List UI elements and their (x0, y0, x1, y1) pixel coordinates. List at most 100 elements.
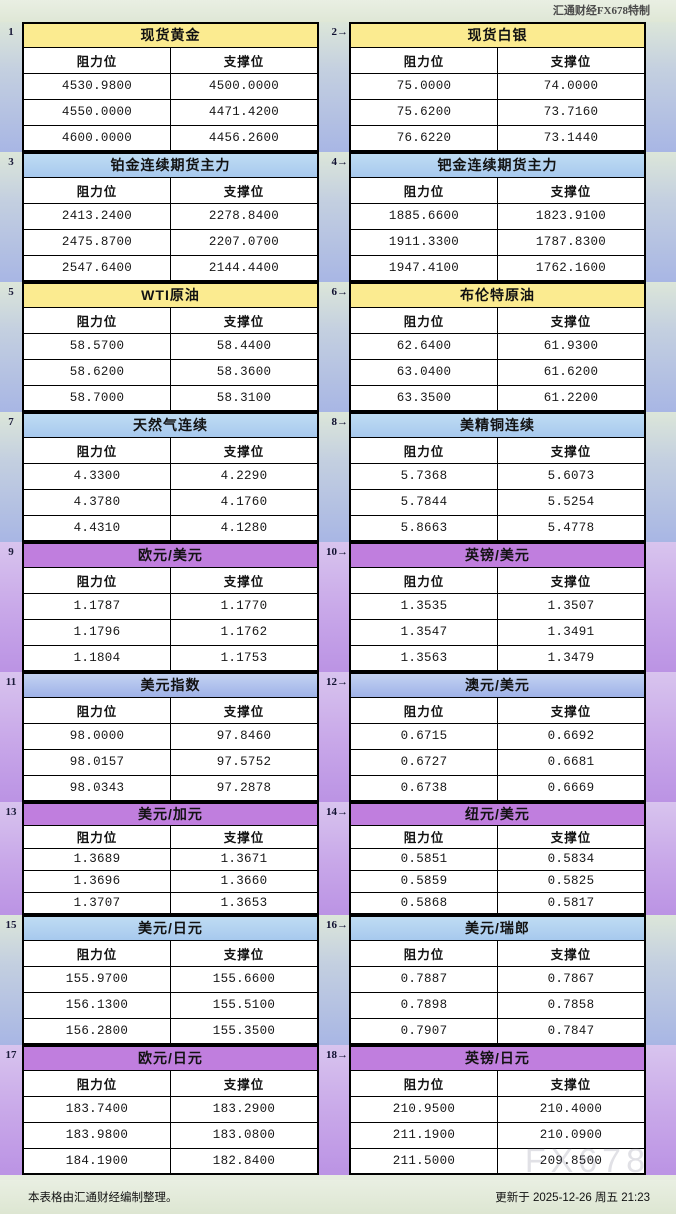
row-number-arrow: 4→ (331, 156, 349, 168)
resistance-value: 75.6200 (349, 98, 498, 126)
support-value: 1.3660 (170, 869, 319, 893)
row-number-gutter-right (646, 672, 676, 802)
support-column-header: 支撑位 (497, 939, 646, 967)
support-value: 0.7867 (497, 965, 646, 993)
support-column-header: 支撑位 (170, 696, 319, 724)
instrument-block: 15 美元/日元 阻力位 支撑位 155.9700 155.6600 156.1300 155… (0, 915, 676, 1045)
column-header-row: 阻力位 支撑位 (22, 939, 319, 967)
support-value: 2278.8400 (170, 202, 319, 230)
row-number-gutter-right (646, 1045, 676, 1175)
support-value: 0.6692 (497, 722, 646, 750)
support-value: 1.3653 (170, 891, 319, 915)
support-value: 1.3479 (497, 644, 646, 672)
support-value: 58.3600 (170, 358, 319, 386)
table-row: 98.0157 97.5752 (22, 748, 319, 776)
resistance-column-header: 阻力位 (349, 176, 498, 204)
resistance-value: 0.6715 (349, 722, 498, 750)
support-value: 0.7847 (497, 1017, 646, 1045)
support-value: 0.5834 (497, 847, 646, 871)
row-number-gutter-center: 4→ (319, 152, 349, 282)
instrument-block: 7 天然气连续 阻力位 支撑位 4.3300 4.2290 4.3780 4.1760 4.43… (0, 412, 676, 542)
left-instrument-title: 美元/日元 (22, 915, 319, 941)
table-row: 0.7887 0.7867 (349, 965, 646, 993)
support-column-header: 支撑位 (170, 46, 319, 74)
support-value: 155.3500 (170, 1017, 319, 1045)
resistance-value: 4.4310 (22, 514, 171, 542)
support-column-header: 支撑位 (497, 436, 646, 464)
left-instrument-title: 欧元/日元 (22, 1045, 319, 1071)
left-instrument-title: 天然气连续 (22, 412, 319, 438)
support-column-header: 支撑位 (170, 824, 319, 849)
support-value: 97.5752 (170, 748, 319, 776)
column-header-row: 阻力位 支撑位 (22, 566, 319, 594)
support-value: 4.1760 (170, 488, 319, 516)
support-column-header: 支撑位 (497, 566, 646, 594)
instrument-block: 9 欧元/美元 阻力位 支撑位 1.1787 1.1770 1.1796 1.1762 1.18… (0, 542, 676, 672)
resistance-value: 211.1900 (349, 1121, 498, 1149)
right-instrument-table: 纽元/美元 阻力位 支撑位 0.5851 0.5834 0.5859 0.5825 0.586… (349, 802, 646, 915)
right-instrument-title: 钯金连续期货主力 (349, 152, 646, 178)
support-value: 2144.4400 (170, 254, 319, 282)
table-row: 4530.9800 4500.0000 (22, 72, 319, 100)
table-row: 1.3707 1.3653 (22, 891, 319, 915)
row-number-gutter-left: 5 (0, 282, 22, 412)
resistance-column-header: 阻力位 (22, 696, 171, 724)
footer-updated-timestamp: 更新于 2025-12-26 周五 21:23 (495, 1192, 650, 1204)
resistance-column-header: 阻力位 (22, 566, 171, 594)
table-row: 75.6200 73.7160 (349, 98, 646, 126)
right-instrument-table: 美元/瑞郎 阻力位 支撑位 0.7887 0.7867 0.7898 0.7858 0.790… (349, 915, 646, 1045)
support-value: 0.7858 (497, 991, 646, 1019)
right-instrument-table: 澳元/美元 阻力位 支撑位 0.6715 0.6692 0.6727 0.6681 0.673… (349, 672, 646, 802)
right-instrument-title: 现货白银 (349, 22, 646, 48)
table-row: 0.6738 0.6669 (349, 774, 646, 802)
column-header-row: 阻力位 支撑位 (349, 176, 646, 204)
table-row: 1.3547 1.3491 (349, 618, 646, 646)
resistance-value: 1.1804 (22, 644, 171, 672)
row-number: 17 (5, 1049, 17, 1061)
support-value: 4456.2600 (170, 124, 319, 152)
row-number-gutter-center: 8→ (319, 412, 349, 542)
table-row: 1.3535 1.3507 (349, 592, 646, 620)
table-row: 1.1804 1.1753 (22, 644, 319, 672)
table-row: 0.5868 0.5817 (349, 891, 646, 915)
support-value: 155.5100 (170, 991, 319, 1019)
right-table-wrap: 纽元/美元 阻力位 支撑位 0.5851 0.5834 0.5859 0.5825 0.586… (349, 802, 646, 915)
resistance-value: 1.3547 (349, 618, 498, 646)
right-table-wrap: 英镑/日元 阻力位 支撑位 210.9500 210.4000 211.1900 210.0… (349, 1045, 646, 1175)
support-value: 4471.4200 (170, 98, 319, 126)
resistance-value: 58.6200 (22, 358, 171, 386)
resistance-value: 0.7907 (349, 1017, 498, 1045)
table-row: 5.8663 5.4778 (349, 514, 646, 542)
support-column-header: 支撑位 (497, 46, 646, 74)
table-row: 58.5700 58.4400 (22, 332, 319, 360)
left-table-wrap: 欧元/美元 阻力位 支撑位 1.1787 1.1770 1.1796 1.1762 1.180… (22, 542, 319, 672)
row-number-gutter-right (646, 915, 676, 1045)
resistance-value: 211.5000 (349, 1147, 498, 1175)
table-row: 1.1796 1.1762 (22, 618, 319, 646)
support-value: 183.2900 (170, 1095, 319, 1123)
support-value: 1.1770 (170, 592, 319, 620)
left-instrument-title: 美元指数 (22, 672, 319, 698)
resistance-value: 98.0157 (22, 748, 171, 776)
support-column-header: 支撑位 (170, 176, 319, 204)
left-instrument-title: 美元/加元 (22, 802, 319, 826)
row-number-gutter-center: 2→ (319, 22, 349, 152)
left-instrument-title: 铂金连续期货主力 (22, 152, 319, 178)
left-instrument-title: 现货黄金 (22, 22, 319, 48)
resistance-value: 98.0343 (22, 774, 171, 802)
support-value: 5.6073 (497, 462, 646, 490)
row-number-gutter-left: 9 (0, 542, 22, 672)
support-column-header: 支撑位 (170, 566, 319, 594)
resistance-column-header: 阻力位 (349, 696, 498, 724)
row-number-gutter-left: 15 (0, 915, 22, 1045)
left-table-wrap: 现货黄金 阻力位 支撑位 4530.9800 4500.0000 4550.0000 447… (22, 22, 319, 152)
right-instrument-title: 澳元/美元 (349, 672, 646, 698)
right-table-wrap: 美精铜连续 阻力位 支撑位 5.7368 5.6073 5.7844 5.5254 5.866… (349, 412, 646, 542)
resistance-value: 2547.6400 (22, 254, 171, 282)
table-row: 4550.0000 4471.4200 (22, 98, 319, 126)
left-table-wrap: 美元/日元 阻力位 支撑位 155.9700 155.6600 156.1300 155.5… (22, 915, 319, 1045)
table-row: 1.1787 1.1770 (22, 592, 319, 620)
resistance-value: 63.3500 (349, 384, 498, 412)
left-table-wrap: 欧元/日元 阻力位 支撑位 183.7400 183.2900 183.9800 183.0… (22, 1045, 319, 1175)
table-row: 156.1300 155.5100 (22, 991, 319, 1019)
